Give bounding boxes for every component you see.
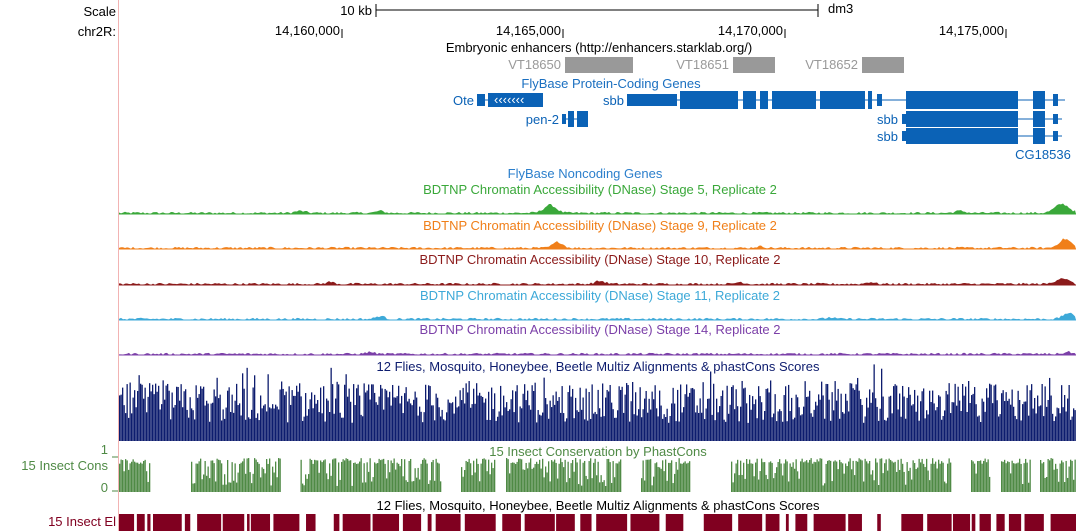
left-label-pane: Scale chr2R: 15 Insect Cons 1 0 15 Insec… xyxy=(0,0,118,531)
dnase-stage11-signal[interactable] xyxy=(119,312,1076,321)
dnase-stage10-signal[interactable] xyxy=(119,278,1076,286)
chrom-label: chr2R: xyxy=(77,24,116,39)
gene-label-sbb-2: sbb xyxy=(877,112,898,127)
enhancer-label-2: VT18651 xyxy=(676,57,729,72)
enhancer-item[interactable] xyxy=(565,57,633,73)
base-ruler: 10 kb dm3 14,160,000 14,165,000 14,170,0… xyxy=(275,1,1007,38)
dnase-stage5-signal[interactable] xyxy=(119,203,1076,215)
dnase-stage9-signal[interactable] xyxy=(119,238,1076,250)
multiz-track-title: 12 Flies, Mosquito, Honeybee, Beetle Mul… xyxy=(377,359,820,374)
multiz-conservation-wiggle[interactable] xyxy=(119,364,1076,441)
flybase-coding-track[interactable]: FlyBase Protein-Coding Genes ‹‹‹‹‹‹‹ Ote… xyxy=(453,76,1071,162)
elements-side-label[interactable]: 15 Insect El xyxy=(48,514,116,529)
gene-sbb-isoform[interactable]: sbb xyxy=(877,111,1062,127)
ruler-position-3: 14,170,000 xyxy=(718,23,783,38)
phastcons-ymin-label: 0 xyxy=(100,480,108,495)
phastcons-ymax-label: 1 xyxy=(100,442,108,457)
conserved-elements-track[interactable] xyxy=(119,514,1076,531)
gene-sbb-isoform[interactable]: sbb xyxy=(877,128,1062,144)
enhancer-label-3: VT18652 xyxy=(805,57,858,72)
pane-divider xyxy=(118,0,119,531)
dnase-stage9-title: BDTNP Chromatin Accessibility (DNase) St… xyxy=(423,218,777,233)
phastcons-track-title: 15 Insect Conservation by PhastCons xyxy=(489,444,707,459)
enhancer-track[interactable]: Embryonic enhancers (http://enhancers.st… xyxy=(446,40,904,73)
enhancer-item[interactable] xyxy=(862,57,904,73)
phastcons-side-label[interactable]: 15 Insect Cons xyxy=(21,458,108,473)
elements-track-title: 12 Flies, Mosquito, Honeybee, Beetle Mul… xyxy=(377,498,820,513)
scale-bar-label: 10 kb xyxy=(340,3,372,18)
gene-label-cg18536: CG18536 xyxy=(1015,147,1071,162)
gene-ote[interactable]: ‹‹‹‹‹‹‹ Ote xyxy=(453,92,543,108)
dnase-stage5-title: BDTNP Chromatin Accessibility (DNase) St… xyxy=(423,182,777,197)
noncoding-track-title: FlyBase Noncoding Genes xyxy=(508,166,663,181)
phastcons-bars[interactable] xyxy=(119,458,1076,492)
ruler-position-1: 14,160,000 xyxy=(275,23,340,38)
ruler-position-4: 14,175,000 xyxy=(939,23,1004,38)
gene-label-sbb: sbb xyxy=(603,93,624,108)
assembly-label: dm3 xyxy=(828,1,853,16)
scale-label: Scale xyxy=(83,4,116,19)
gene-label-pen2: pen-2 xyxy=(526,112,559,127)
dnase-stage11-title: BDTNP Chromatin Accessibility (DNase) St… xyxy=(420,288,780,303)
gene-sbb[interactable]: sbb xyxy=(603,91,1065,109)
enhancer-track-title: Embryonic enhancers (http://enhancers.st… xyxy=(446,40,752,55)
gene-label-sbb-3: sbb xyxy=(877,129,898,144)
enhancer-item[interactable] xyxy=(733,57,775,73)
ruler-position-2: 14,165,000 xyxy=(496,23,561,38)
gene-pen2[interactable]: pen-2 xyxy=(526,111,588,127)
dnase-stage10-title: BDTNP Chromatin Accessibility (DNase) St… xyxy=(419,252,780,267)
dnase-stage14-title: BDTNP Chromatin Accessibility (DNase) St… xyxy=(419,322,780,337)
svg-text:‹‹‹‹‹‹‹: ‹‹‹‹‹‹‹ xyxy=(494,92,524,107)
enhancer-label-1: VT18650 xyxy=(508,57,561,72)
dnase-stage14-signal[interactable] xyxy=(119,350,1076,356)
coding-track-title: FlyBase Protein-Coding Genes xyxy=(521,76,701,91)
gene-label-ote: Ote xyxy=(453,93,474,108)
